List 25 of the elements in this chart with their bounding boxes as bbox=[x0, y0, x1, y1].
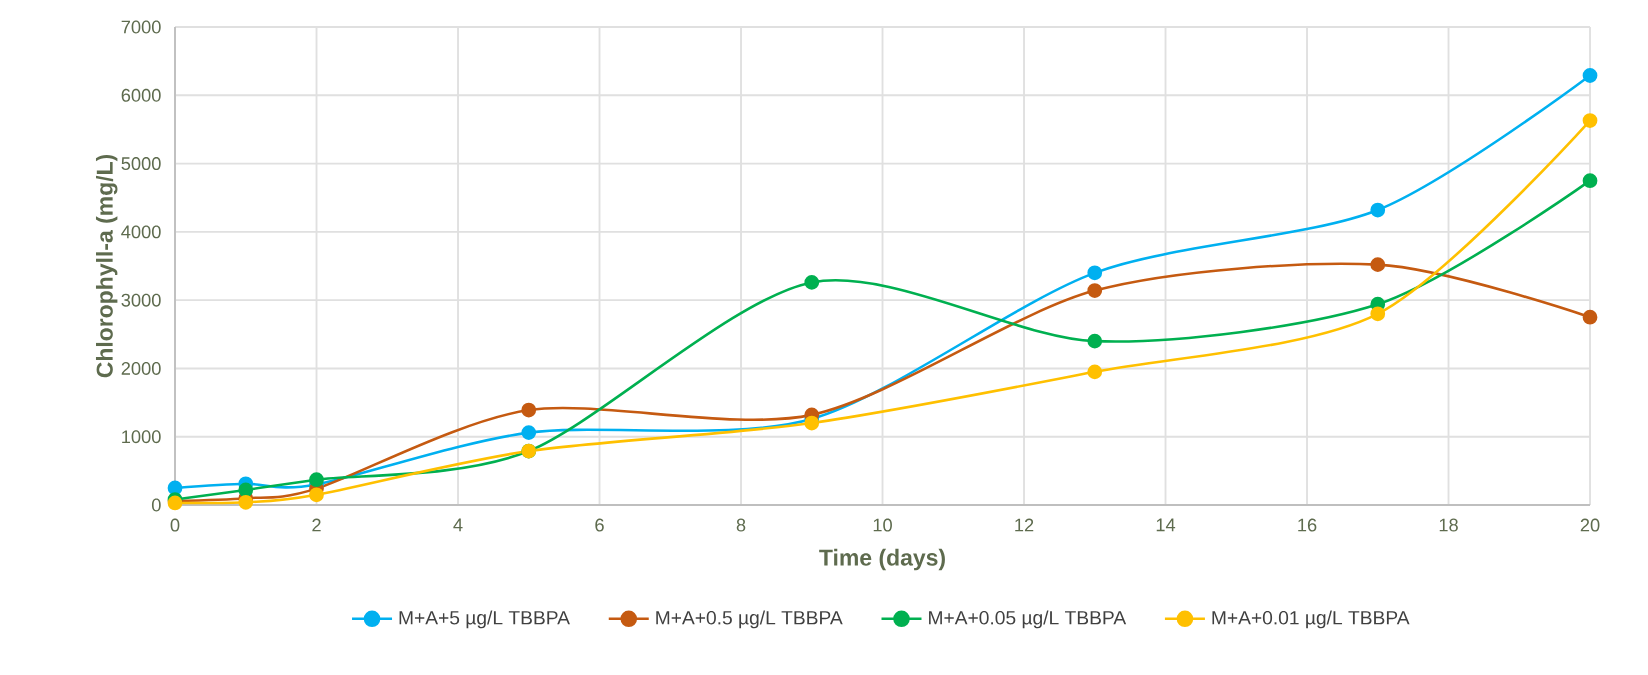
y-tick-label: 2000 bbox=[121, 361, 161, 375]
x-tick-label: 0 bbox=[170, 518, 180, 532]
y-axis-title: Chlorophyll-a (mg/L) bbox=[95, 154, 118, 378]
y-tick-label: 4000 bbox=[121, 225, 161, 239]
y-tick-label: 5000 bbox=[121, 157, 161, 171]
y-tick-label: 6000 bbox=[121, 88, 161, 102]
x-tick-label: 6 bbox=[595, 518, 604, 532]
x-tick-label: 12 bbox=[1015, 518, 1034, 532]
legend-label: M+A+0.01 µg/L TBBPA bbox=[1212, 610, 1410, 629]
x-tick-label: 14 bbox=[1156, 518, 1176, 532]
legend-label: M+A+5 µg/L TBBPA bbox=[399, 610, 570, 629]
x-tick-label: 20 bbox=[1580, 518, 1600, 532]
y-tick-label: 0 bbox=[151, 498, 161, 512]
y-tick-label: 7000 bbox=[121, 20, 161, 34]
x-tick-label: 8 bbox=[736, 518, 746, 532]
x-tick-label: 18 bbox=[1439, 518, 1458, 532]
x-tick-label: 2 bbox=[312, 518, 321, 532]
x-tick-label: 4 bbox=[453, 518, 463, 532]
y-tick-label: 3000 bbox=[121, 293, 161, 307]
x-axis-title: Time (days) bbox=[819, 548, 945, 571]
legend-label: M+A+0.5 µg/L TBBPA bbox=[656, 610, 843, 629]
legend-label: M+A+0.05 µg/L TBBPA bbox=[929, 610, 1127, 629]
x-tick-label: 10 bbox=[873, 518, 892, 532]
y-tick-label: 1000 bbox=[122, 430, 161, 444]
x-tick-label: 16 bbox=[1298, 518, 1317, 532]
